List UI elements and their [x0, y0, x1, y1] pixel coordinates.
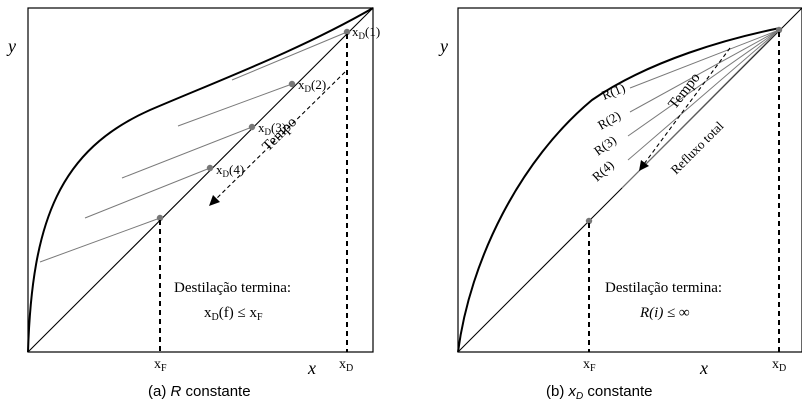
label-xd-1: xD(1) — [352, 24, 380, 41]
panel-a-xd-tick: xD — [339, 357, 353, 374]
panel-b-xd-tick: xD — [772, 357, 786, 374]
panel-b-frame — [457, 7, 802, 353]
ratio-line-1 — [629, 29, 780, 89]
point-xd-1 — [343, 28, 351, 36]
panel-a-x-label: x — [307, 358, 316, 378]
panel-b-note-line1: Destilação termina: — [605, 280, 722, 296]
panel-a-xf-tick: xF — [154, 357, 167, 374]
point-xf-b — [585, 217, 593, 225]
panel-a-caption: (a) R constante — [148, 383, 251, 400]
ratio-line-4 — [627, 29, 780, 161]
panel-b-x-label: x — [699, 358, 708, 378]
panel-b-y-label: y — [438, 36, 448, 56]
panel-b-total-reflux-label: Refluxo total — [668, 118, 727, 177]
ratio-line-2 — [629, 29, 780, 113]
label-r2: R(2) — [595, 108, 623, 133]
panel-b-xf-tick: xF — [583, 357, 596, 374]
panel-b-note-line2: R(i) ≤ ∞ — [639, 305, 690, 321]
point-xf — [156, 214, 164, 222]
point-xd-4 — [206, 164, 214, 172]
panel-a: xD(1) xD(2) xD(3) xD(4) Tempo y x xF xD … — [6, 7, 380, 400]
panel-b-time-arrow-head — [639, 160, 649, 171]
panel-a-time-arrow-head — [209, 195, 220, 206]
operating-line-4 — [177, 83, 293, 127]
panel-a-diagonal — [27, 7, 374, 353]
panel-b-caption: (b) xD constante — [546, 383, 652, 402]
panel-a-equilibrium-curve — [27, 7, 374, 353]
label-r1: R(1) — [600, 80, 628, 103]
panel-a-y-label: y — [6, 36, 16, 56]
panel-b-equilibrium-curve — [457, 27, 781, 353]
panel-b: R(1) R(2) R(3) R(4) Tempo Refluxo total … — [438, 7, 802, 402]
panel-a-time-arrow — [214, 71, 346, 201]
label-xd-4: xD(4) — [216, 162, 244, 179]
panel-a-note-line2: xD(f) ≤ xF — [204, 305, 263, 323]
point-xd-3 — [248, 123, 256, 131]
operating-line-3 — [121, 126, 253, 179]
point-xd-b — [775, 26, 783, 34]
panel-b-time-label: Tempo — [666, 70, 704, 113]
label-xd-3: xD(3) — [258, 120, 286, 137]
label-r3: R(3) — [591, 132, 619, 158]
panel-a-frame — [27, 7, 374, 353]
label-xd-2: xD(2) — [298, 77, 326, 94]
operating-line-2 — [84, 167, 211, 219]
label-r4: R(4) — [589, 157, 617, 184]
point-xd-2 — [288, 80, 296, 88]
operating-line-1 — [39, 217, 161, 263]
operating-line-5 — [231, 31, 348, 81]
panel-b-time-arrow — [643, 47, 731, 165]
panel-a-note-line1: Destilação termina: — [174, 280, 291, 296]
total-reflux-line — [621, 29, 780, 189]
